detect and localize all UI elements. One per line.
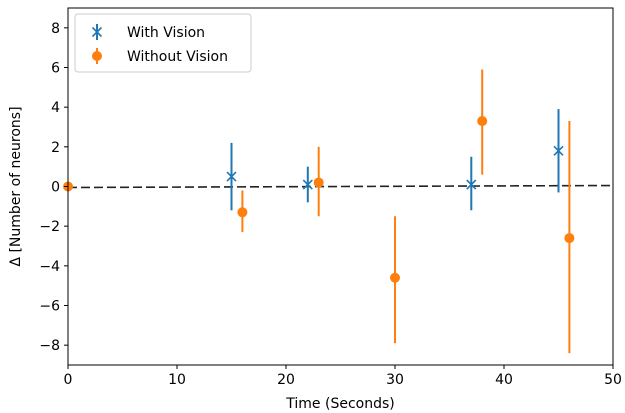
data-point: [477, 116, 488, 127]
y-axis-label: Δ [Number of neurons]: [8, 106, 24, 266]
legend-box: [74, 13, 252, 73]
data-point: [553, 145, 564, 156]
legend-marker-stroke-b: [91, 26, 103, 38]
x-tick-label: 40: [495, 372, 513, 388]
x-tick-label: 10: [168, 372, 186, 388]
data-point: [237, 207, 248, 218]
y-tick-label: −4: [39, 259, 60, 275]
data-point: [226, 171, 237, 182]
data-point: [564, 233, 575, 244]
y-tick-label: 0: [51, 180, 60, 196]
legend-entry: Without Vision: [92, 48, 228, 65]
data-point-stroke-b: [302, 179, 313, 190]
y-tick-label: 2: [51, 140, 60, 156]
data-point-stroke-b: [226, 171, 237, 182]
legend-label: With Vision: [127, 25, 205, 41]
data-point-stroke-b: [553, 145, 564, 156]
data-point-stroke-b: [466, 179, 477, 190]
y-tick-label: 6: [51, 61, 60, 77]
data-point: [302, 179, 313, 190]
legend-marker: [92, 51, 102, 61]
data-point: [313, 177, 324, 188]
y-tick-label: −2: [39, 219, 60, 235]
legend-marker: [91, 26, 103, 38]
x-tick-label: 50: [604, 372, 622, 388]
x-tick-label: 0: [64, 372, 73, 388]
y-tick-label: 8: [51, 21, 60, 37]
series-without-vision: [63, 69, 575, 354]
legend: With Vision Without Vision: [74, 13, 252, 73]
axis-ticks: 0 10 20 30 40 50 −8 −6 −4 −2 0 2 4 6 8: [39, 21, 622, 388]
x-axis-label: Time (Seconds): [285, 396, 394, 412]
zero-reference-line: [67, 184, 614, 189]
plot-area: [63, 69, 614, 354]
y-tick-label: −8: [39, 338, 60, 354]
y-tick-label: 4: [51, 100, 60, 116]
x-tick-label: 30: [386, 372, 404, 388]
series-with-vision: [226, 109, 564, 211]
x-tick-label: 20: [277, 372, 295, 388]
y-tick-label: −6: [39, 299, 60, 315]
data-point: [390, 272, 400, 283]
legend-label: Without Vision: [127, 49, 228, 65]
data-point: [466, 179, 477, 190]
legend-entry: With Vision: [91, 24, 205, 41]
